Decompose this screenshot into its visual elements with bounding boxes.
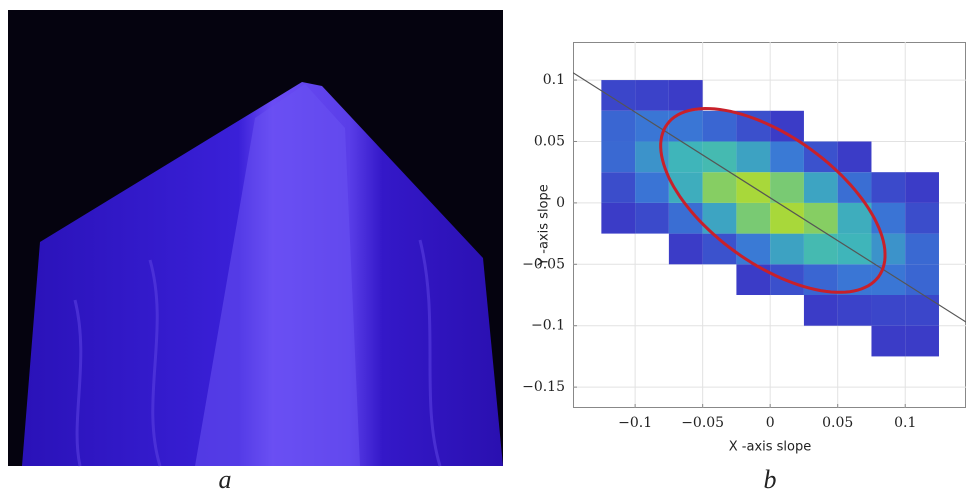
cell <box>601 172 636 203</box>
cell <box>702 110 737 142</box>
confidence-ellipse <box>659 106 887 294</box>
cell <box>837 141 872 173</box>
cell <box>601 110 636 142</box>
cell <box>770 110 804 142</box>
cell <box>905 172 939 203</box>
cell <box>871 202 906 234</box>
cell <box>736 202 771 234</box>
cell <box>702 141 737 173</box>
cell <box>770 202 804 234</box>
cell <box>837 202 872 234</box>
y-tick-label: 0.05 <box>534 133 565 149</box>
photo <box>8 10 503 467</box>
fit-line <box>573 72 966 323</box>
cell <box>635 80 669 111</box>
panel-label: b <box>764 465 777 494</box>
cell <box>803 202 838 234</box>
cell <box>635 202 669 234</box>
cell <box>601 202 636 234</box>
y-axis-label: Y -axis slope <box>537 184 552 267</box>
cell <box>770 172 804 203</box>
cell <box>905 233 939 265</box>
cell <box>803 233 838 265</box>
y-tick-label: 0 <box>556 195 565 211</box>
cell <box>601 141 636 173</box>
cell <box>601 80 636 111</box>
overlays <box>573 72 966 323</box>
panel-label: a <box>219 465 232 494</box>
cell <box>837 295 872 326</box>
cell <box>635 172 669 203</box>
cell <box>905 202 939 234</box>
cell <box>770 233 804 265</box>
cell <box>736 233 771 265</box>
x-tick-label: −0.1 <box>618 415 652 431</box>
cell <box>736 141 771 173</box>
cell <box>871 325 906 357</box>
cell <box>803 172 838 203</box>
y-tick-label: −0.05 <box>522 256 565 272</box>
cell <box>871 172 906 203</box>
x-tick-label: 0.1 <box>894 415 916 431</box>
cell <box>702 172 737 203</box>
y-tick-label: −0.15 <box>522 379 565 395</box>
cells <box>601 80 939 357</box>
cell <box>905 325 939 357</box>
y-tick-label: −0.1 <box>531 318 565 334</box>
x-axis-label: X -axis slope <box>729 440 812 455</box>
cell <box>871 233 906 265</box>
cell <box>770 141 804 173</box>
cell <box>668 233 703 265</box>
x-tick-label: 0 <box>766 415 775 431</box>
cell <box>905 295 939 326</box>
cell <box>668 80 703 111</box>
cell <box>871 295 906 326</box>
y-tick-label: 0.1 <box>543 72 565 88</box>
x-tick-label: 0.05 <box>822 415 853 431</box>
cell <box>837 233 872 265</box>
cell <box>905 264 939 296</box>
x-tick-label: −0.05 <box>681 415 724 431</box>
cell <box>803 295 838 326</box>
cell <box>668 141 703 173</box>
